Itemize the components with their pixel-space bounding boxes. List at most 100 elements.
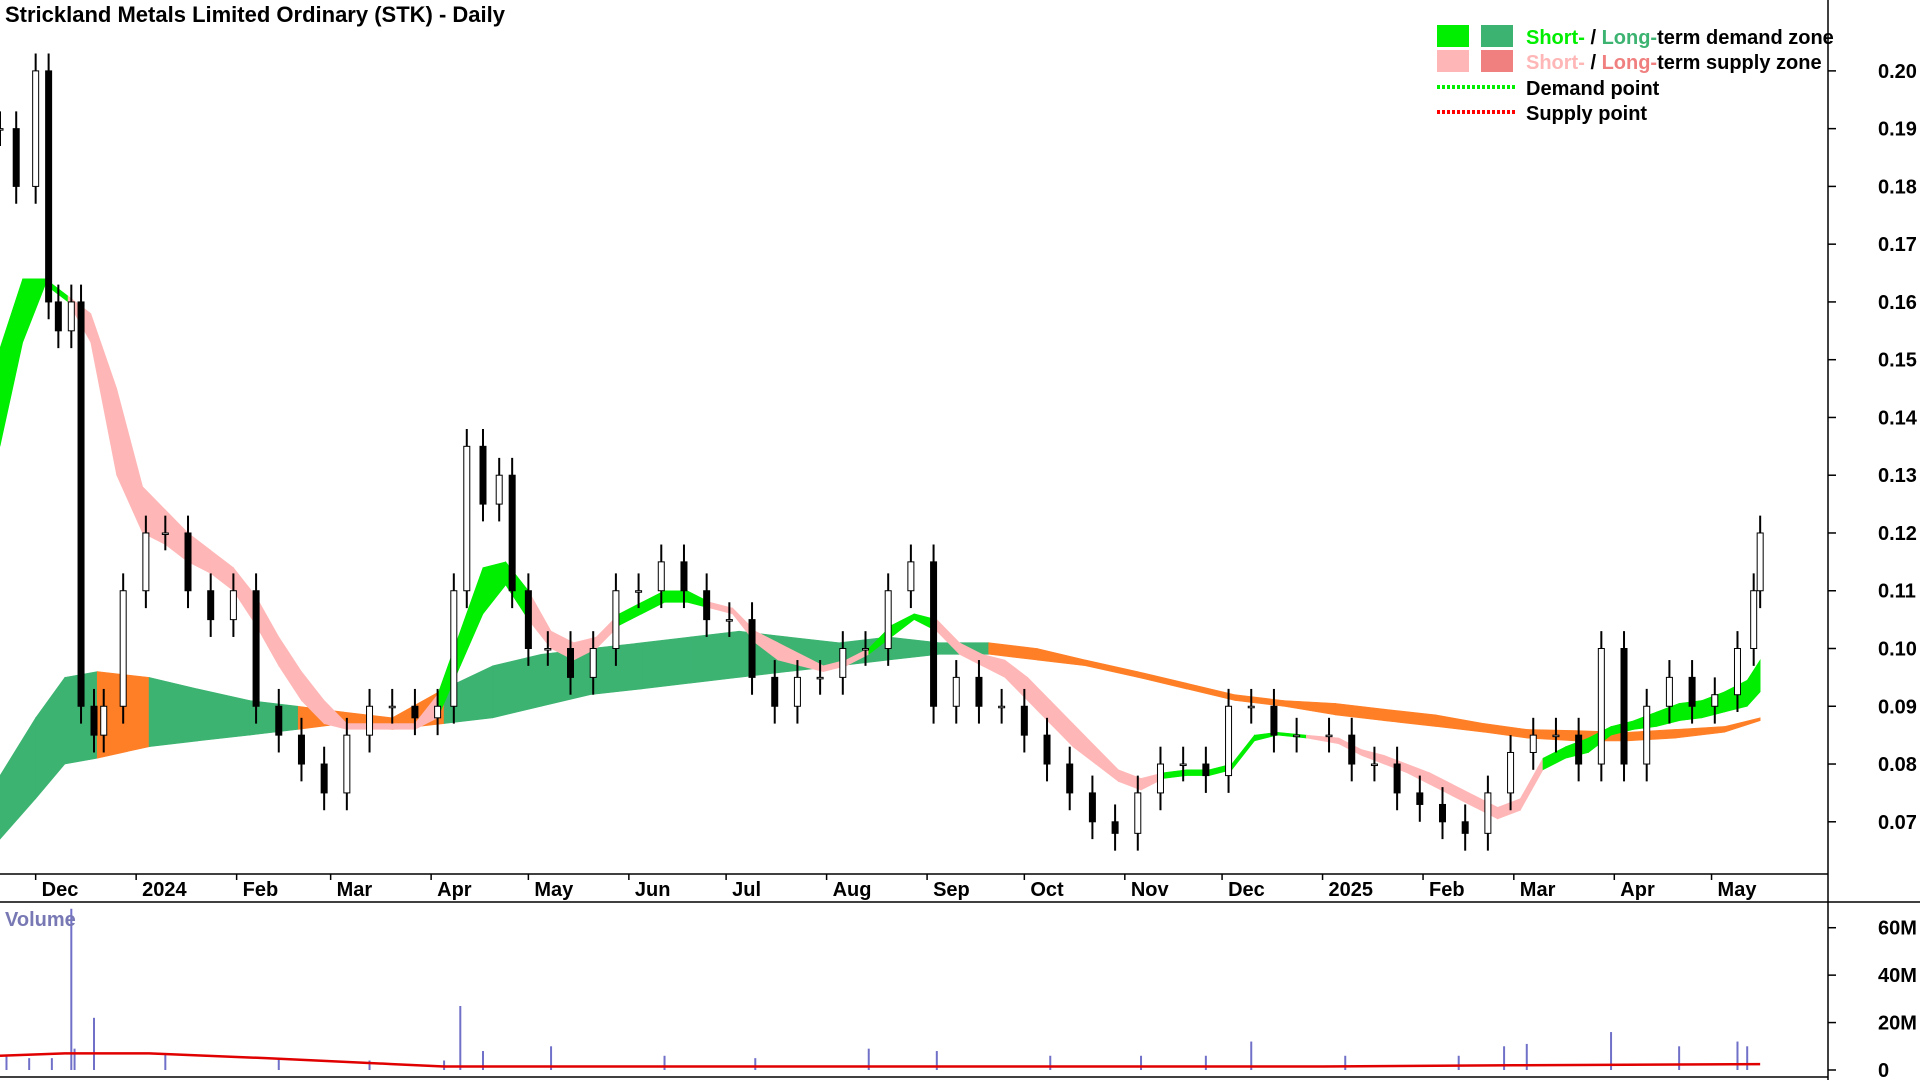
price-candle <box>1179 763 1187 767</box>
price-tick-label: 0.17 <box>1878 234 1917 256</box>
legend-supply-suffix: term supply zone <box>1657 52 1821 74</box>
legend-supply-sep: / <box>1585 52 1602 74</box>
volume-tick-label: 0 <box>1878 1060 1889 1080</box>
volume-title: Volume <box>5 909 76 931</box>
time-axis: Dec 2024 Feb Mar Apr May Jun Jul Aug Sep Oct Nov Dec… <box>34 874 1757 901</box>
price-candle <box>54 301 62 332</box>
legend-supply-point: Supply point <box>1526 103 1647 125</box>
price-candle <box>1134 792 1142 834</box>
time-tick-label: May <box>534 879 574 901</box>
price-tick-label: 0.14 <box>1878 407 1918 429</box>
price-candle <box>748 619 756 678</box>
price-tick-label: 0.10 <box>1878 639 1917 661</box>
price-candle <box>1643 705 1651 765</box>
short-term-zone-band <box>0 278 1761 820</box>
price-candle <box>207 590 215 621</box>
price-candle <box>544 648 552 651</box>
price-candle <box>184 532 192 592</box>
price-tick-label: 0.13 <box>1878 465 1917 487</box>
price-candle <box>1575 734 1583 765</box>
legend-demand-long: Long- <box>1602 27 1658 49</box>
price-candle <box>930 561 938 707</box>
time-tick-label: Dec <box>42 879 79 901</box>
legend-swatch-long-supply <box>1481 50 1513 72</box>
price-tick-label: 0.07 <box>1878 812 1917 834</box>
price-candle <box>142 532 150 592</box>
price-tick-label: 0.15 <box>1878 350 1917 372</box>
price-candle <box>1370 763 1378 767</box>
price-candle <box>479 445 487 505</box>
price-candle <box>1507 751 1515 794</box>
legend-demand-point: Demand point <box>1526 78 1660 100</box>
price-tick-label: 0.16 <box>1878 292 1917 314</box>
legend-supply-zone: Short- / Long-term supply zone <box>1526 52 1822 74</box>
time-tick-label: Apr <box>1620 879 1655 901</box>
price-candle <box>907 561 915 592</box>
time-tick-label: Jul <box>732 879 761 901</box>
price-candle <box>450 590 458 707</box>
price-candle <box>1020 705 1028 736</box>
legend-demand-suffix: term demand zone <box>1657 27 1834 49</box>
price-candle <box>1202 763 1210 777</box>
legend-supply-long: Long- <box>1602 52 1658 74</box>
price-axis: 0.20 0.19 0.18 0.17 0.16 0.15 0.14 0.13 0.12 0.11… <box>1828 61 1918 834</box>
price-tick-label: 0.08 <box>1878 754 1917 776</box>
legend-swatch-long-demand <box>1481 25 1513 47</box>
price-candle <box>1325 734 1333 738</box>
price-candle <box>998 705 1006 709</box>
time-tick-label: Oct <box>1030 879 1064 901</box>
price-candle <box>45 70 53 303</box>
price-candle <box>1665 676 1673 707</box>
price-candle <box>463 445 471 592</box>
time-tick-label: Apr <box>437 879 472 901</box>
price-candle <box>1711 694 1719 707</box>
price-candle <box>1293 734 1301 738</box>
price-candle <box>90 705 98 736</box>
time-tick-label: Sep <box>933 879 970 901</box>
price-candle <box>816 676 824 680</box>
price-candle <box>1620 648 1628 765</box>
price-candle <box>388 705 396 709</box>
time-tick-label: Jun <box>635 879 671 901</box>
price-candle <box>229 590 237 621</box>
long-term-zone-band <box>0 630 1761 840</box>
legend-swatch-short-supply <box>1437 50 1469 72</box>
price-candle <box>1088 792 1096 823</box>
price-candle <box>77 301 85 707</box>
price-candle <box>32 70 40 187</box>
price-candle <box>1111 821 1119 834</box>
price-candle <box>1225 705 1233 777</box>
price-candle <box>1438 803 1446 823</box>
price-candle <box>567 648 575 678</box>
price-candle <box>366 705 374 736</box>
price-tick-label: 0.12 <box>1878 523 1917 545</box>
price-tick-label: 0.11 <box>1878 581 1916 603</box>
legend: Short- / Long-term demand zone Short- / … <box>1437 25 1834 125</box>
long-term-zone-demand-segment <box>690 630 740 684</box>
price-candle <box>411 705 419 719</box>
time-tick-label: Aug <box>833 879 872 901</box>
price-candle <box>861 648 869 651</box>
price-candle <box>975 676 983 707</box>
legend-swatch-short-demand <box>1437 25 1469 47</box>
price-candle <box>343 734 351 794</box>
time-tick-label: Nov <box>1131 879 1170 901</box>
price-candle <box>1750 590 1758 650</box>
price-candle <box>1756 532 1764 592</box>
price-bars <box>0 53 1764 851</box>
volume-tick-label: 60M <box>1878 918 1917 940</box>
price-candle <box>524 590 532 650</box>
price-candle <box>1552 734 1560 738</box>
price-candle <box>1393 763 1401 794</box>
short-term-zone-supply-segment <box>391 723 416 730</box>
price-candle <box>1484 792 1492 834</box>
time-tick-label: 2025 <box>1329 879 1374 901</box>
time-tick-label: 2024 <box>142 879 187 901</box>
time-tick-label: Mar <box>1520 879 1556 901</box>
price-candle <box>703 590 711 621</box>
price-candle <box>67 301 75 332</box>
price-candle <box>1529 734 1537 753</box>
long-term-zone-demand-segment <box>492 653 542 719</box>
